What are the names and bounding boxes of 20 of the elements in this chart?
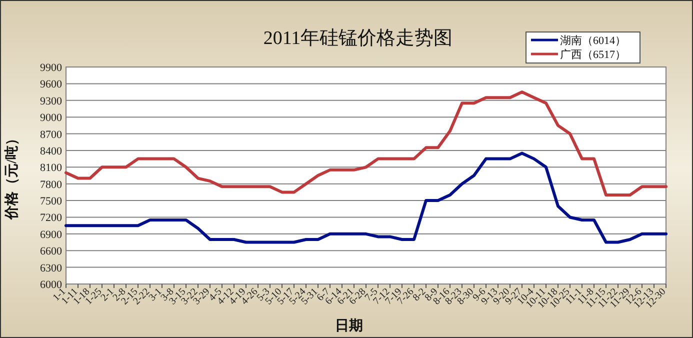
y-tick-label: 7800 — [40, 178, 62, 191]
x-axis-title: 日期 — [335, 318, 363, 334]
legend-label: 广西（6517） — [560, 48, 626, 61]
line-series — [64, 152, 668, 244]
y-tick-label: 7500 — [40, 196, 62, 208]
y-tick-label: 9900 — [40, 62, 62, 74]
y-tick-label: 6600 — [40, 246, 62, 258]
legend-label: 湖南（6014） — [560, 34, 626, 47]
chart-title: 2011年硅锰价格走势图 — [263, 28, 453, 49]
line-series — [64, 90, 668, 196]
y-tick-label: 9000 — [40, 112, 62, 124]
y-tick-label: 8700 — [40, 128, 62, 141]
y-tick-label: 9600 — [40, 78, 62, 91]
y-tick-label: 6900 — [40, 228, 62, 241]
y-tick-label: 6300 — [40, 262, 62, 274]
y-tick-label: 7200 — [40, 212, 62, 224]
y-tick-label: 9300 — [40, 95, 62, 108]
y-axis-title: 价格（元/吨） — [4, 132, 20, 220]
y-tick-label: 8400 — [40, 145, 62, 158]
y-tick-label: 8100 — [40, 162, 62, 174]
